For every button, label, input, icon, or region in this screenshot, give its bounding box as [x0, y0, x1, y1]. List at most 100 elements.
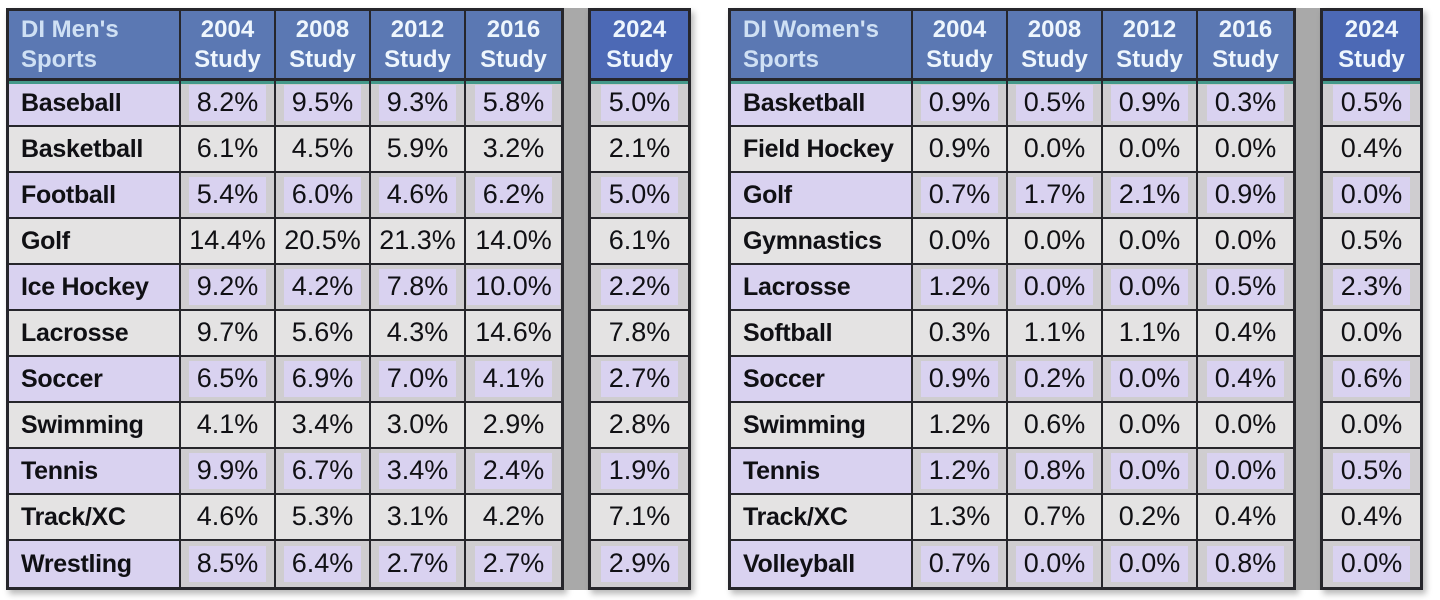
value-cell-2024: 2.9%	[591, 541, 688, 587]
value-cell: 14.4%	[181, 219, 276, 265]
womens-gap-strip	[1296, 8, 1320, 590]
table-row-2024: 6.1%	[591, 219, 688, 265]
value-cell-2024: 2.1%	[591, 127, 688, 173]
value-cell: 0.3%	[1198, 81, 1293, 127]
value-cell: 2.7%	[371, 541, 466, 587]
sport-name-cell: Softball	[731, 311, 913, 357]
table-row-2024: 0.6%	[1323, 357, 1420, 403]
womens-header-2004: 2004 Study	[913, 11, 1008, 81]
table-row: Wrestling 8.5% 6.4% 2.7% 2.7%	[9, 541, 561, 587]
sport-name-cell: Lacrosse	[9, 311, 181, 357]
value-cell: 0.8%	[1008, 449, 1103, 495]
value-text: 6.1%	[608, 225, 671, 256]
value-text: 5.9%	[386, 133, 449, 164]
value-text: 0.9%	[1206, 177, 1285, 213]
value-cell: 21.3%	[371, 219, 466, 265]
year-line1: 2008	[1027, 16, 1082, 44]
value-text: 0.0%	[1015, 269, 1094, 305]
womens-header-2024: 2024 Study	[1323, 11, 1420, 81]
value-text: 0.0%	[1332, 177, 1411, 213]
value-cell: 5.8%	[466, 81, 561, 127]
value-cell: 0.0%	[1103, 403, 1198, 449]
womens-main-table: DI Women's Sports 2004 Study 2008 Study …	[728, 8, 1296, 590]
value-cell-2024: 7.8%	[591, 311, 688, 357]
value-text: 0.5%	[1332, 453, 1411, 489]
value-text: 1.2%	[920, 453, 999, 489]
corner-line1: DI Women's	[743, 16, 879, 44]
value-text: 0.9%	[1110, 85, 1189, 121]
value-text: 0.8%	[1015, 453, 1094, 489]
value-text: 7.8%	[608, 317, 671, 348]
womens-header-2012: 2012 Study	[1103, 11, 1198, 81]
womens-header-2008: 2008 Study	[1008, 11, 1103, 81]
value-cell: 2.7%	[466, 541, 561, 587]
corner-line2: Sports	[21, 45, 98, 73]
year-line1: 2016	[486, 16, 541, 44]
sport-name-cell: Tennis	[9, 449, 181, 495]
sport-name-cell: Wrestling	[9, 541, 181, 587]
value-cell: 4.6%	[181, 495, 276, 541]
value-text: 0.9%	[920, 361, 999, 397]
value-cell: 7.8%	[371, 265, 466, 311]
value-cell-2024: 5.0%	[591, 173, 688, 219]
value-cell: 0.5%	[1198, 265, 1293, 311]
sport-name-cell: Swimming	[9, 403, 181, 449]
sport-name-cell: Gymnastics	[731, 219, 913, 265]
womens-corner-header: DI Women's Sports	[731, 11, 913, 81]
womens-2024-header-row: 2024 Study	[1323, 11, 1420, 81]
table-row: Golf 14.4% 20.5% 21.3% 14.0%	[9, 219, 561, 265]
mens-corner-header: DI Men's Sports	[9, 11, 181, 81]
value-cell: 20.5%	[276, 219, 371, 265]
value-cell: 0.6%	[1008, 403, 1103, 449]
value-cell: 4.1%	[181, 403, 276, 449]
value-cell: 4.2%	[276, 265, 371, 311]
value-text: 2.8%	[608, 409, 671, 440]
value-text: 1.3%	[928, 501, 991, 532]
value-text: 0.0%	[1214, 133, 1277, 164]
womens-header-2016: 2016 Study	[1198, 11, 1293, 81]
value-cell: 5.4%	[181, 173, 276, 219]
value-cell-2024: 0.6%	[1323, 357, 1420, 403]
womens-table-group: DI Women's Sports 2004 Study 2008 Study …	[728, 8, 1423, 590]
womens-2024-table: 2024 Study 0.5% 0.4% 0.0% 0.5% 2.3% 0.0% 0.6% 0…	[1320, 8, 1423, 590]
table-row: Soccer 6.5% 6.9% 7.0% 4.1%	[9, 357, 561, 403]
year-line2: Study	[1021, 45, 1088, 73]
womens-header-row: DI Women's Sports 2004 Study 2008 Study …	[731, 11, 1293, 81]
mens-2024-body: 5.0% 2.1% 5.0% 6.1% 2.2% 7.8% 2.7% 2.8% 1.9% 7.1%…	[591, 81, 688, 587]
mens-header-2024: 2024 Study	[591, 11, 688, 81]
table-row: Tennis 9.9% 6.7% 3.4% 2.4%	[9, 449, 561, 495]
year-line2: Study	[194, 45, 261, 73]
value-cell-2024: 2.7%	[591, 357, 688, 403]
table-row: Tennis 1.2% 0.8% 0.0% 0.0%	[731, 449, 1293, 495]
value-text: 0.5%	[1015, 85, 1094, 121]
value-text: 0.0%	[1023, 225, 1086, 256]
sport-name-cell: Baseball	[9, 81, 181, 127]
value-text: 0.0%	[1340, 409, 1403, 440]
value-cell: 0.2%	[1008, 357, 1103, 403]
value-text: 0.6%	[1023, 409, 1086, 440]
value-text: 5.4%	[188, 177, 267, 213]
value-text: 0.0%	[1118, 133, 1181, 164]
table-row-2024: 5.0%	[591, 81, 688, 127]
value-cell: 4.6%	[371, 173, 466, 219]
table-row: Lacrosse 9.7% 5.6% 4.3% 14.6%	[9, 311, 561, 357]
year-line2: Study	[1116, 45, 1183, 73]
value-text: 0.0%	[1023, 133, 1086, 164]
value-text: 0.4%	[1340, 133, 1403, 164]
table-row-2024: 0.4%	[1323, 127, 1420, 173]
value-cell: 0.0%	[1103, 449, 1198, 495]
value-text: 2.7%	[474, 546, 553, 582]
value-cell: 6.5%	[181, 357, 276, 403]
value-text: 0.4%	[1340, 501, 1403, 532]
value-text: 14.6%	[475, 317, 552, 348]
value-cell: 0.0%	[1008, 265, 1103, 311]
sport-name-cell: Basketball	[9, 127, 181, 173]
sport-name-cell: Tennis	[731, 449, 913, 495]
mens-header-2016: 2016 Study	[466, 11, 561, 81]
value-text: 2.3%	[1332, 269, 1411, 305]
value-text: 14.0%	[475, 225, 552, 256]
value-cell: 0.4%	[1198, 311, 1293, 357]
value-cell: 6.0%	[276, 173, 371, 219]
value-text: 9.3%	[378, 85, 457, 121]
value-cell-2024: 5.0%	[591, 81, 688, 127]
